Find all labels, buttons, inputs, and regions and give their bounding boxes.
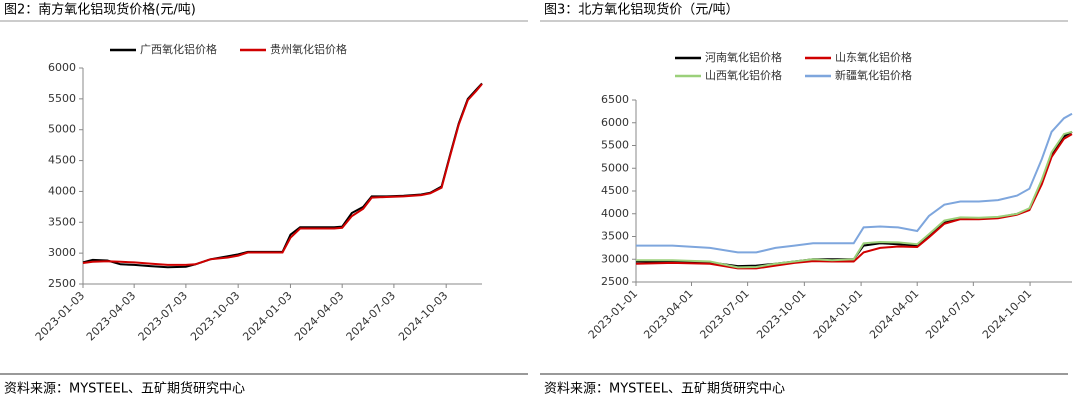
y-tick-label: 5500 — [601, 139, 629, 152]
y-tick-label: 5000 — [601, 161, 629, 174]
x-tick-label: 2024-04-03 — [292, 289, 346, 343]
y-tick-label: 6000 — [601, 116, 629, 129]
legend-label: 山西氧化铝价格 — [705, 68, 782, 82]
y-tick-label: 6500 — [601, 93, 629, 106]
x-tick-label: 2024-01-03 — [240, 289, 294, 343]
legend-label: 广西氧化铝价格 — [140, 42, 217, 56]
series-line — [636, 130, 1073, 269]
x-tick-label: 2023-10-01 — [754, 287, 808, 341]
legend-label: 山东氧化铝价格 — [835, 50, 912, 64]
y-tick-label: 4500 — [48, 154, 76, 167]
x-tick-label: 2024-04-01 — [867, 287, 921, 341]
y-tick-label: 5000 — [48, 123, 76, 136]
x-tick-label: 2024-07-01 — [923, 287, 977, 341]
y-tick-label: 6000 — [48, 61, 76, 74]
y-tick-label: 3000 — [48, 246, 76, 259]
y-tick-label: 4000 — [601, 207, 629, 220]
legend-label: 河南氧化铝价格 — [705, 50, 782, 64]
chart-panel: 图3：北方氧化铝现货价（元/吨） 资料来源：MYSTEEL、五矿期货研究中心 250… — [540, 2, 1073, 397]
x-tick-label: 2023-01-03 — [33, 289, 87, 343]
x-tick-label: 2023-04-03 — [84, 289, 138, 343]
chart-source: 资料来源：MYSTEEL、五矿期货研究中心 — [544, 381, 785, 397]
series-line — [635, 133, 1073, 270]
y-tick-label: 4500 — [601, 184, 629, 197]
y-tick-label: 2500 — [48, 277, 76, 290]
x-tick-label: 2024-10-01 — [980, 287, 1034, 341]
chart-source: 资料来源：MYSTEEL、五矿期货研究中心 — [4, 381, 245, 397]
x-tick-label: 2024-01-01 — [811, 287, 865, 341]
y-tick-label: 3000 — [601, 252, 629, 265]
x-tick-label: 2023-07-01 — [697, 287, 751, 341]
y-tick-label: 4000 — [48, 184, 76, 197]
legend-label: 贵州氧化铝价格 — [270, 42, 347, 56]
y-tick-label: 5500 — [48, 92, 76, 105]
series-line — [636, 112, 1073, 254]
x-tick-label: 2024-10-03 — [396, 289, 450, 343]
x-tick-label: 2023-10-03 — [188, 289, 242, 343]
chart-title: 图2：南方氧化铝现货价格(元/吨) — [4, 2, 196, 18]
legend-label: 新疆氧化铝价格 — [835, 68, 912, 82]
series-line — [82, 83, 483, 266]
series-line — [82, 82, 483, 269]
x-tick-label: 2024-07-03 — [344, 289, 398, 343]
x-tick-label: 2023-07-03 — [136, 289, 190, 343]
y-tick-label: 3500 — [601, 230, 629, 243]
x-tick-label: 2023-01-01 — [586, 287, 640, 341]
chart-title: 图3：北方氧化铝现货价（元/吨） — [544, 2, 739, 18]
y-tick-label: 3500 — [48, 215, 76, 228]
y-tick-label: 2500 — [601, 275, 629, 288]
chart-panel: 图2：南方氧化铝现货价格(元/吨) 资料来源：MYSTEEL、五矿期货研究中心 25… — [0, 2, 528, 397]
x-tick-label: 2023-04-01 — [641, 287, 695, 341]
